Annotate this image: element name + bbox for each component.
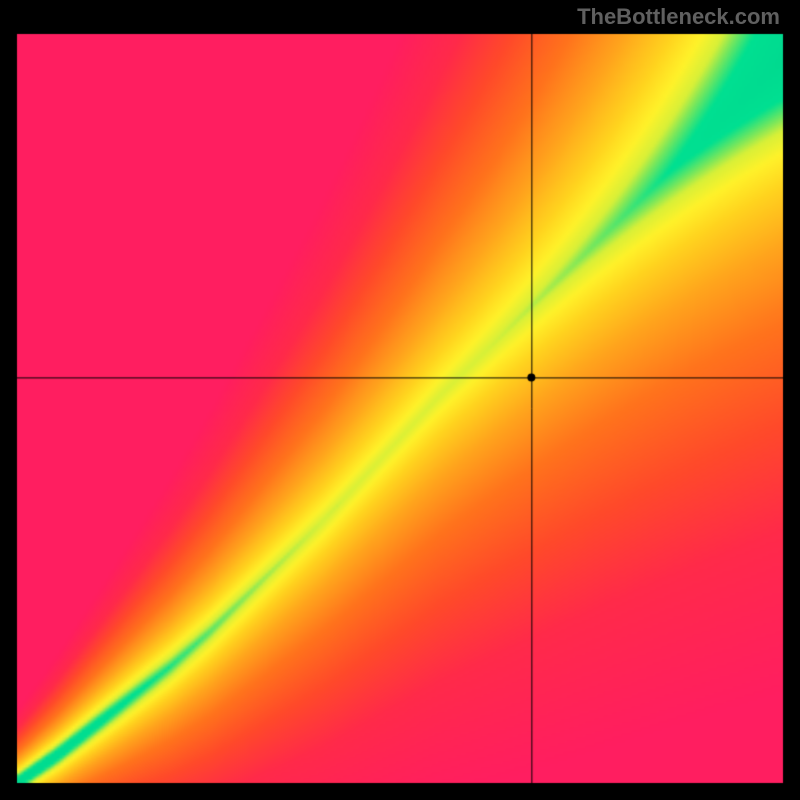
bottleneck-heatmap <box>0 0 800 800</box>
watermark-text: TheBottleneck.com <box>577 4 780 30</box>
chart-container: TheBottleneck.com <box>0 0 800 800</box>
